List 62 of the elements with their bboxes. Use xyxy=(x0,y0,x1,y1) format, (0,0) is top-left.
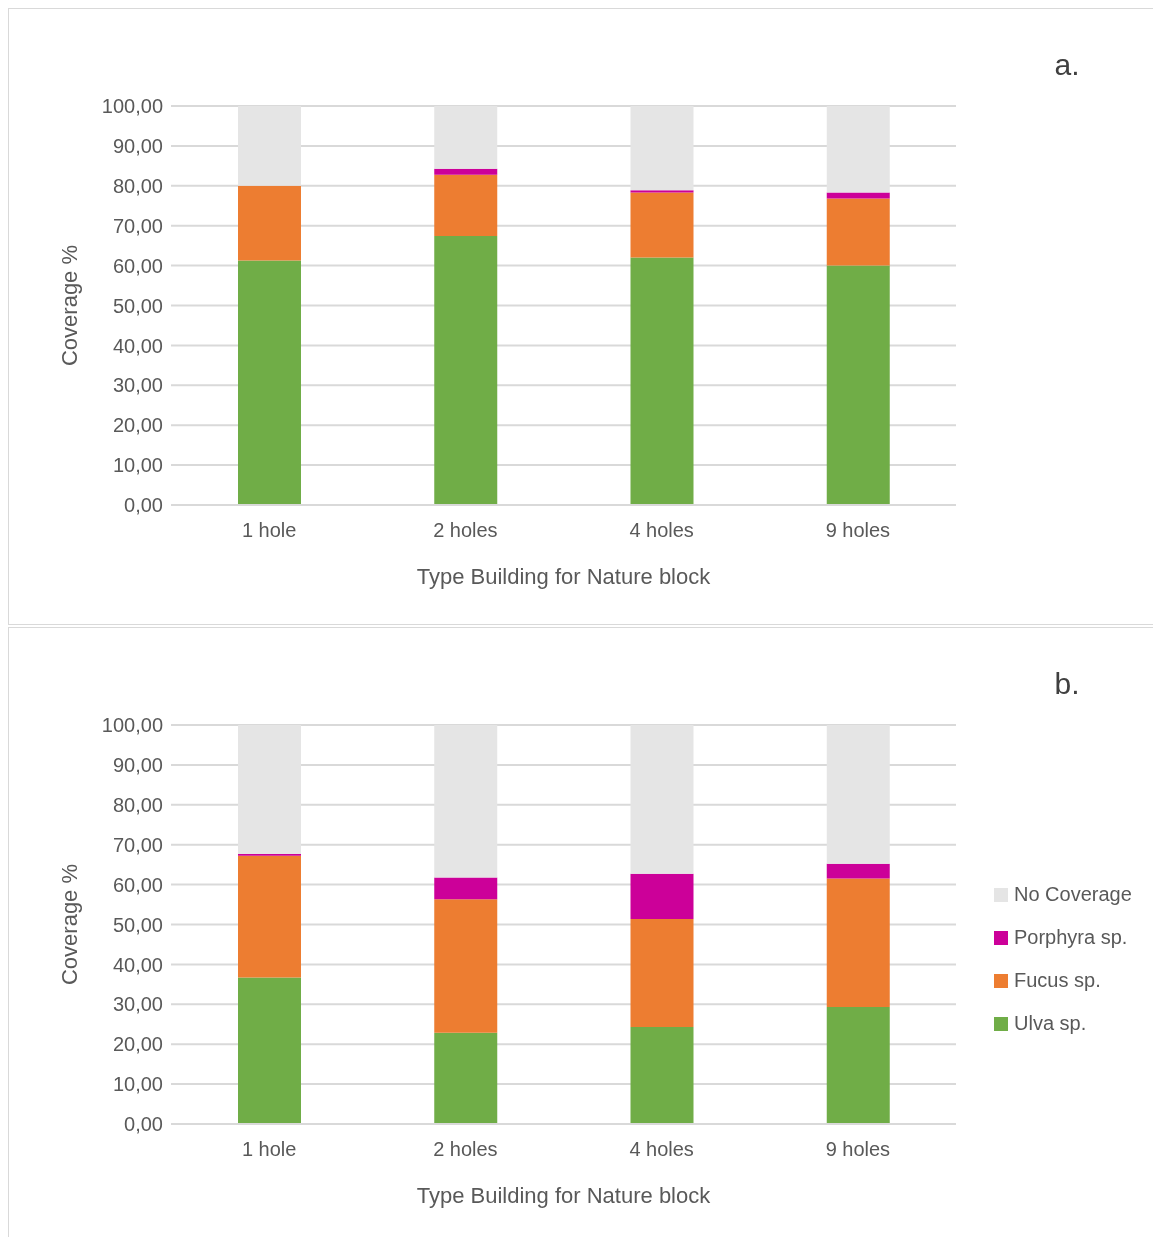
x-tick-label: 2 holes xyxy=(433,519,498,542)
x-tick-label: 4 holes xyxy=(629,1138,694,1161)
bar xyxy=(826,863,890,879)
bar xyxy=(630,873,694,919)
y-tick-label: 50,00 xyxy=(112,294,163,317)
bar xyxy=(434,899,498,1033)
y-tick-label: 30,00 xyxy=(112,993,163,1016)
y-tick-label: 40,00 xyxy=(112,334,163,357)
x-axis-title: Type Building for Nature block xyxy=(416,1183,712,1208)
y-tick-label: 60,00 xyxy=(112,254,163,277)
bar xyxy=(238,855,301,978)
x-axis-title: Type Building for Nature block xyxy=(416,564,712,589)
y-tick-label: 90,00 xyxy=(112,135,163,157)
bar xyxy=(826,1007,890,1124)
bar xyxy=(434,877,498,900)
y-tick-label: 80,00 xyxy=(112,793,163,816)
bar xyxy=(826,198,890,266)
y-tick-label: 0,00 xyxy=(124,1113,163,1136)
y-tick-label: 0,00 xyxy=(124,494,163,517)
y-tick-label: 70,00 xyxy=(112,214,163,237)
y-axis-title: Coverage % xyxy=(56,244,82,367)
y-tick-label: 50,00 xyxy=(112,913,163,936)
y-tick-label: 60,00 xyxy=(112,873,163,896)
x-tick-label: 9 holes xyxy=(825,1138,891,1161)
y-tick-label: 40,00 xyxy=(112,953,163,976)
legend-label: Porphyra sp. xyxy=(1014,926,1128,949)
bar xyxy=(826,265,890,505)
x-tick-label: 1 hole xyxy=(241,1138,297,1161)
bar xyxy=(434,236,498,505)
bar xyxy=(630,257,694,505)
legend-label: Ulva sp. xyxy=(1014,1012,1087,1035)
x-tick-label: 4 holes xyxy=(629,519,694,542)
y-tick-label: 70,00 xyxy=(112,833,163,856)
text: a. xyxy=(1054,48,1080,81)
bar xyxy=(434,1032,498,1124)
bar xyxy=(434,174,498,237)
bar xyxy=(630,918,694,1028)
bar xyxy=(630,192,694,258)
bar xyxy=(238,977,301,1124)
y-tick-label: 100,00 xyxy=(101,95,163,118)
legend-label: No Coverage xyxy=(1014,883,1132,906)
y-tick-label: 80,00 xyxy=(112,174,163,197)
x-tick-label: 1 hole xyxy=(241,519,297,542)
y-tick-label: 10,00 xyxy=(112,454,163,477)
bar xyxy=(238,185,301,261)
bar xyxy=(630,190,694,193)
bar xyxy=(826,878,890,1008)
y-tick-label: 10,00 xyxy=(112,1073,163,1096)
x-tick-label: 2 holes xyxy=(433,1138,498,1161)
x-tick-label: 9 holes xyxy=(825,519,891,542)
y-tick-label: 90,00 xyxy=(112,754,163,776)
y-tick-label: 100,00 xyxy=(101,714,163,737)
bar xyxy=(238,260,301,505)
y-axis-title: Coverage % xyxy=(56,863,82,986)
bar xyxy=(434,168,498,175)
bar xyxy=(826,192,890,199)
y-tick-label: 20,00 xyxy=(112,1033,163,1056)
bar xyxy=(630,1027,694,1124)
legend-label: Fucus sp. xyxy=(1014,969,1101,992)
y-tick-label: 30,00 xyxy=(112,374,163,397)
y-tick-label: 20,00 xyxy=(112,414,163,437)
text: b. xyxy=(1054,667,1080,700)
